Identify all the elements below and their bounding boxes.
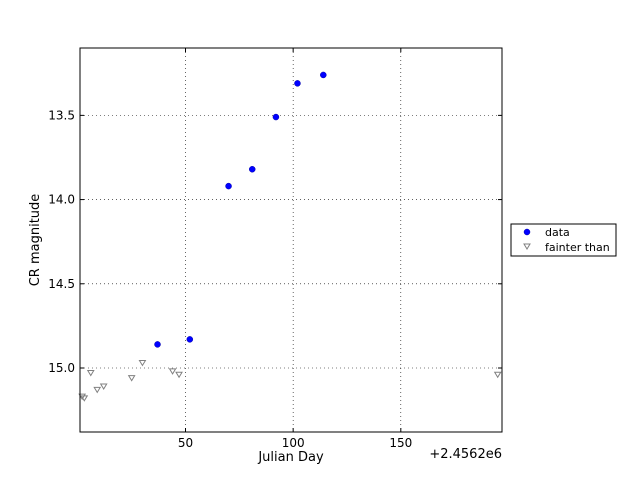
legend-label-data: data [545,226,570,239]
data-point [154,341,161,348]
upper-limit-point [175,371,183,379]
y-tick-label: 13.5 [48,108,75,122]
data-point [186,336,194,343]
y-tick-label: 14.0 [48,193,75,207]
x-tick-label: 150 [389,436,412,450]
upper-limit-point [138,359,147,367]
upper-limit-point [493,371,502,379]
data-point [248,166,256,173]
y-tick-label: 14.5 [48,277,75,291]
x-axis-label: Julian Day [257,450,324,465]
upper-limit-point [80,395,89,402]
legend-label-fainter: fainter than [545,241,610,254]
data-point [320,71,327,79]
chart-marks [78,71,502,402]
grid [80,48,502,432]
x-axis-offset-label: +2.4562e6 [429,447,502,462]
x-tick-label: 50 [178,436,193,450]
y-axis-label: CR magnitude [28,194,43,287]
data-point [294,80,301,87]
data-point [272,113,280,121]
y-tick-label: 15.0 [48,361,75,375]
upper-limit-point [127,375,136,382]
upper-limit-point [78,393,87,401]
legend: data fainter than [510,223,617,257]
plot-frame [79,47,503,433]
legend-marker-fainter [523,243,531,250]
upper-limit-point [99,383,108,390]
x-tick-label: 100 [282,436,305,450]
upper-limit-point [93,386,102,394]
axis-ticks: 50 100 150 13.5 14.0 14.5 15.0 [48,48,502,450]
data-point [225,182,232,190]
upper-limit-point [86,370,95,377]
upper-limit-point [168,368,177,375]
legend-marker-data [523,228,531,236]
